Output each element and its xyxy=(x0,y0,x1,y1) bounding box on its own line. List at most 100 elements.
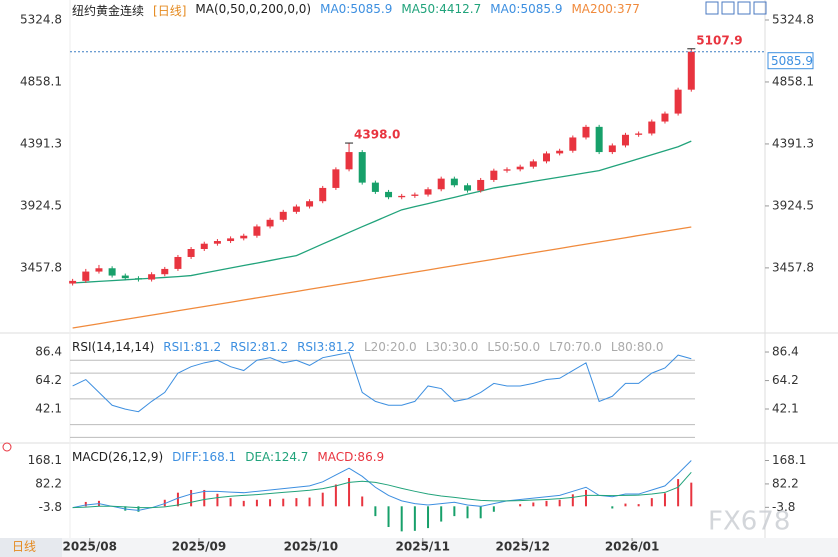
macd-bar xyxy=(216,493,219,507)
candle-body xyxy=(82,271,90,281)
price-tag-label: 5085.9 xyxy=(771,54,813,68)
macd-bar xyxy=(571,494,574,507)
candle-body xyxy=(174,256,182,269)
candle-body xyxy=(187,249,195,257)
candle-body xyxy=(411,194,419,196)
macd-bar xyxy=(624,503,627,507)
legend-item: MACD(26,12,9) xyxy=(72,450,164,464)
y-tick-label: -3.8 xyxy=(772,500,795,514)
legend-item: MA(0,50,0,200,0,0) xyxy=(195,2,312,16)
y-tick-label: 3457.8 xyxy=(20,260,62,274)
candle-body xyxy=(385,191,393,198)
candle-body xyxy=(319,187,327,202)
macd-bar xyxy=(269,499,272,507)
macd-bar xyxy=(295,498,298,507)
macd-bar xyxy=(348,477,351,507)
candle-body xyxy=(516,166,524,170)
macd-bar xyxy=(427,506,430,529)
macd-bar xyxy=(519,504,522,507)
candle-body xyxy=(227,238,235,242)
legend-item: RSI2:81.2 xyxy=(230,340,289,354)
macd-bar xyxy=(466,506,469,519)
x-tick-label: 2025/12 xyxy=(496,540,550,554)
x-tick-label: 2025/11 xyxy=(396,540,450,554)
candle-body xyxy=(161,268,169,275)
macd-bar xyxy=(413,506,416,531)
macd-bar xyxy=(677,479,680,507)
candle-body xyxy=(332,169,340,188)
legend-item: L80:80.0 xyxy=(610,340,664,354)
candle-body xyxy=(253,226,261,236)
toolbar[interactable] xyxy=(705,1,767,15)
y-tick-label: 5324.8 xyxy=(20,12,62,26)
legend-item: MA0:5085.9 xyxy=(320,2,393,16)
macd-bar xyxy=(321,492,324,507)
candle-body xyxy=(648,121,656,134)
macd-bar xyxy=(532,502,535,507)
legend-item: L30:30.0 xyxy=(425,340,479,354)
y-tick-label: 168.1 xyxy=(772,453,806,467)
candle-body xyxy=(398,195,406,198)
annotation: 5107.9 xyxy=(696,33,742,47)
macd-bar xyxy=(242,500,245,507)
y-tick-label: 82.2 xyxy=(772,476,799,490)
legend-item: L50:50.0 xyxy=(487,340,541,354)
tab-label[interactable]: 日线 xyxy=(12,540,36,554)
macd-bar xyxy=(203,489,206,507)
tab[interactable] xyxy=(0,538,62,557)
candle-body xyxy=(95,268,103,272)
diff-line xyxy=(72,460,692,511)
candle-body xyxy=(121,275,129,279)
candle-body xyxy=(371,182,379,192)
x-tick-label: 2025/08 xyxy=(63,540,117,554)
candle-body xyxy=(542,153,550,162)
candle-body xyxy=(661,113,669,122)
candle-body xyxy=(345,152,353,170)
y-tick-label: 4858.1 xyxy=(772,74,814,88)
icon[interactable] xyxy=(2,442,12,452)
macd-bar xyxy=(374,506,377,517)
y-tick-label: 3924.5 xyxy=(772,198,814,212)
y-tick-label: 168.1 xyxy=(28,453,62,467)
annotation: 4398.0 xyxy=(354,128,400,142)
candle-body xyxy=(556,150,564,154)
macd-bar xyxy=(492,506,495,512)
y-tick-label: 64.2 xyxy=(35,373,62,387)
legend-item: MA0:5085.9 xyxy=(490,2,563,16)
legend-item: [日线] xyxy=(153,4,187,18)
y-tick-label: -3.8 xyxy=(39,500,62,514)
macd-bar xyxy=(545,500,548,507)
legend-item: DEA:124.7 xyxy=(245,450,309,464)
legend-item: DIFF:168.1 xyxy=(172,450,237,464)
macd-bar xyxy=(124,506,127,511)
candle-body xyxy=(134,278,142,280)
legend: RSI(14,14,14) RSI1:81.2 RSI2:81.2 RSI3:81.2… xyxy=(72,340,664,354)
candle-body xyxy=(490,170,498,180)
ma-line xyxy=(72,140,692,284)
candle-body xyxy=(306,201,314,207)
candle-body xyxy=(569,137,577,151)
macd-bar xyxy=(255,499,258,507)
candle-body xyxy=(464,185,472,191)
macd-bar xyxy=(400,506,403,532)
candle-body xyxy=(582,126,590,138)
candle-body xyxy=(529,161,537,167)
macd-bar xyxy=(611,506,614,509)
macd-bar xyxy=(663,493,666,507)
y-tick-label: 5324.8 xyxy=(772,12,814,26)
price-tag xyxy=(767,52,814,70)
candle-body xyxy=(477,179,485,191)
legend-item: MACD:86.9 xyxy=(317,450,385,464)
macd-bar xyxy=(650,498,653,507)
candle-body xyxy=(108,268,116,276)
y-tick-label: 3457.8 xyxy=(772,260,814,274)
y-tick-label: 86.4 xyxy=(35,345,62,359)
candle-body xyxy=(69,280,77,284)
macd-bar xyxy=(584,489,587,507)
macd-bar xyxy=(387,506,390,528)
candle-body xyxy=(437,178,445,190)
macd-bar xyxy=(84,501,87,507)
macd-bar xyxy=(176,492,179,507)
macd-bar xyxy=(282,498,285,507)
macd-bar xyxy=(334,484,337,507)
